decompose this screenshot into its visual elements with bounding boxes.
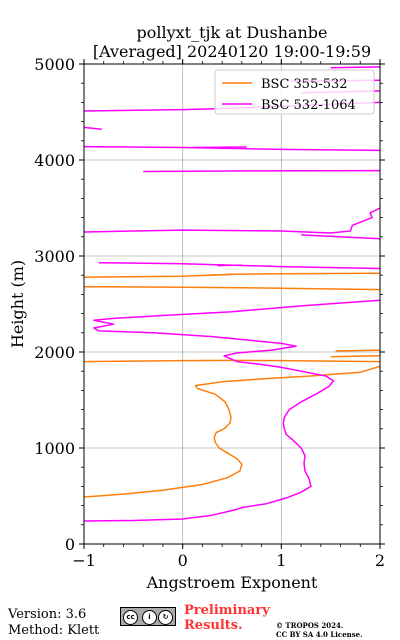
series-line-bsc-532-1064 (192, 146, 247, 149)
preliminary-line-1: Preliminary (184, 603, 270, 618)
series-line-bsc-355-532 (335, 349, 380, 352)
x-tick-label: −1 (72, 551, 96, 570)
y-tick-label: 0 (65, 535, 75, 554)
chart-title-line-1: pollyxt_tjk at Dushanbe (136, 23, 327, 42)
footer-version-block: Version: 3.6 Method: Klett (8, 607, 99, 639)
x-tick-label: 0 (178, 551, 188, 570)
y-axis-label: Height (m) (8, 260, 27, 348)
legend-label-bsc-532-1064: BSC 532-1064 (261, 98, 356, 113)
series-line-bsc-532-1064 (301, 234, 380, 240)
series-line-bsc-532-1064 (84, 207, 380, 234)
preliminary-results-note: Preliminary Results. (184, 603, 270, 633)
legend-box (214, 69, 375, 115)
series-line-bsc-532-1064 (143, 169, 380, 173)
series-layer (84, 66, 380, 522)
series-line-bsc-355-532 (84, 359, 380, 363)
version-text: Version: 3.6 (8, 607, 87, 622)
series-line-bsc-532-1064 (84, 299, 380, 522)
copyright-line-2: CC BY SA 4.0 License. (276, 630, 363, 639)
grid-lines (84, 64, 380, 544)
cc-icon: cc (123, 610, 138, 625)
by-icon: i (142, 610, 157, 625)
series-line-bsc-355-532 (84, 365, 380, 498)
y-tick-label: 2000 (34, 343, 75, 362)
x-tick-label: 2 (375, 551, 385, 570)
sa-icon: ↻ (158, 610, 173, 625)
plot-frame (83, 63, 381, 545)
series-line-bsc-355-532 (330, 355, 380, 358)
method-text: Method: Klett (8, 623, 100, 638)
y-tick-label: 4000 (34, 151, 75, 170)
y-tick-label: 5000 (34, 55, 75, 74)
series-line-bsc-355-532 (207, 273, 237, 276)
cc-license-badge: cc i ↻ (120, 607, 176, 626)
y-tick-label: 3000 (34, 247, 75, 266)
preliminary-line-2: Results. (184, 618, 243, 633)
series-line-bsc-532-1064 (84, 145, 380, 152)
y-tick-label: 1000 (34, 439, 75, 458)
series-line-bsc-355-532 (84, 285, 380, 291)
x-axis-label: Angstroem Exponent (146, 573, 318, 592)
series-line-bsc-532-1064 (330, 66, 380, 69)
chart-title-line-2: [Averaged] 20240120 19:00-19:59 (93, 42, 371, 61)
series-line-bsc-532-1064 (84, 126, 102, 131)
x-tick-label: 1 (276, 551, 286, 570)
copyright-line-1: © TROPOS 2024. (276, 621, 344, 630)
copyright-note: © TROPOS 2024. CC BY SA 4.0 License. (276, 621, 363, 639)
legend-label-bsc-355-532: BSC 355-532 (261, 77, 348, 92)
legend: BSC 355-532 BSC 532-1064 (214, 69, 375, 115)
series-line-bsc-532-1064 (217, 264, 242, 267)
